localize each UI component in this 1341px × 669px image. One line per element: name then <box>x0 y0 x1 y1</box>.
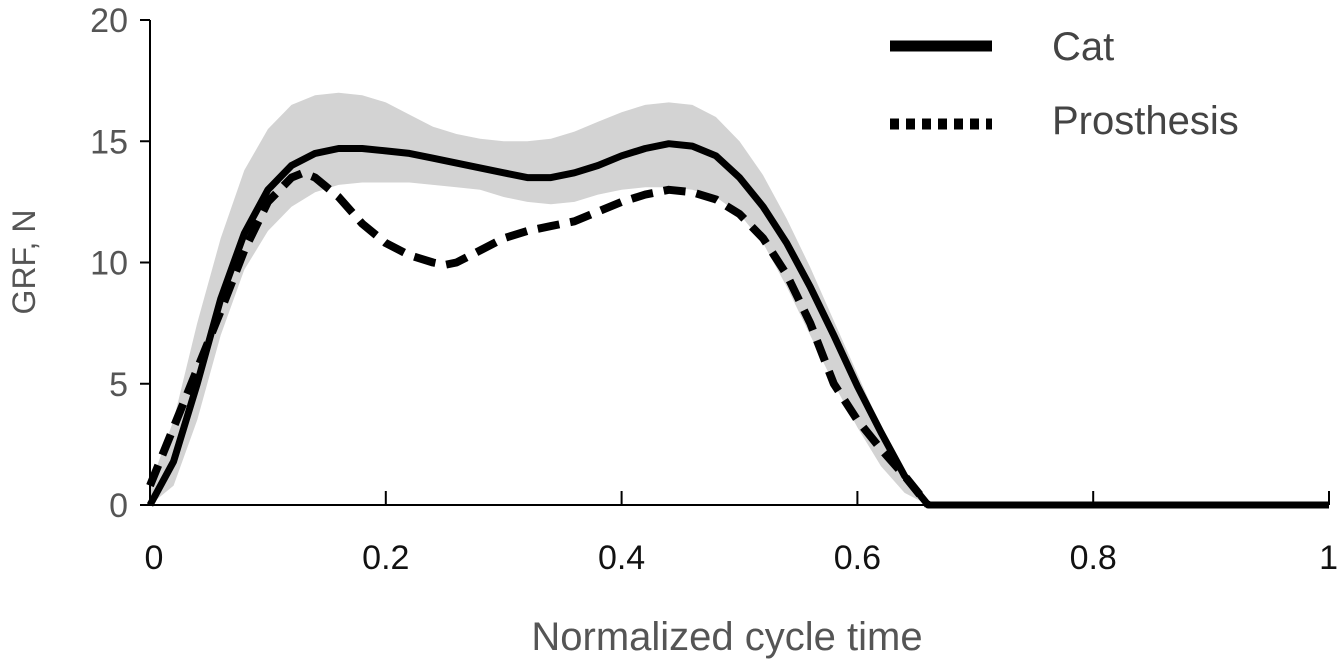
x-tick-label: 0.2 <box>362 539 409 577</box>
y-tick-label: 15 <box>90 123 128 161</box>
legend: Cat Prosthesis <box>890 25 1239 143</box>
x-axis-label: Normalized cycle time <box>531 615 922 659</box>
series-line-prosthesis <box>146 168 932 508</box>
x-tick-label: 0.8 <box>1070 539 1117 577</box>
y-tick-label: 10 <box>90 245 128 283</box>
tick-layer: 0 5 10 15 20 0 0.2 0.4 0.6 0.8 1 <box>90 2 1338 577</box>
axes <box>149 20 1329 506</box>
series-line-cat <box>146 140 1329 509</box>
x-tick-label: 0.6 <box>834 539 881 577</box>
legend-label-cat: Cat <box>1052 25 1114 69</box>
x-tick-label: 1 <box>1319 539 1338 577</box>
legend-label-prosthesis: Prosthesis <box>1052 99 1239 143</box>
y-axis-label: GRF, N <box>6 210 42 315</box>
series-layer <box>146 140 1329 509</box>
y-tick-label: 5 <box>109 366 128 404</box>
y-tick-label: 20 <box>90 2 128 40</box>
x-tick-label: 0.4 <box>598 539 645 577</box>
x-tick-label: 0 <box>145 539 164 577</box>
cat-variability-band <box>150 92 929 506</box>
cat-variability-band-layer <box>150 92 929 506</box>
y-tick-label: 0 <box>109 487 128 525</box>
